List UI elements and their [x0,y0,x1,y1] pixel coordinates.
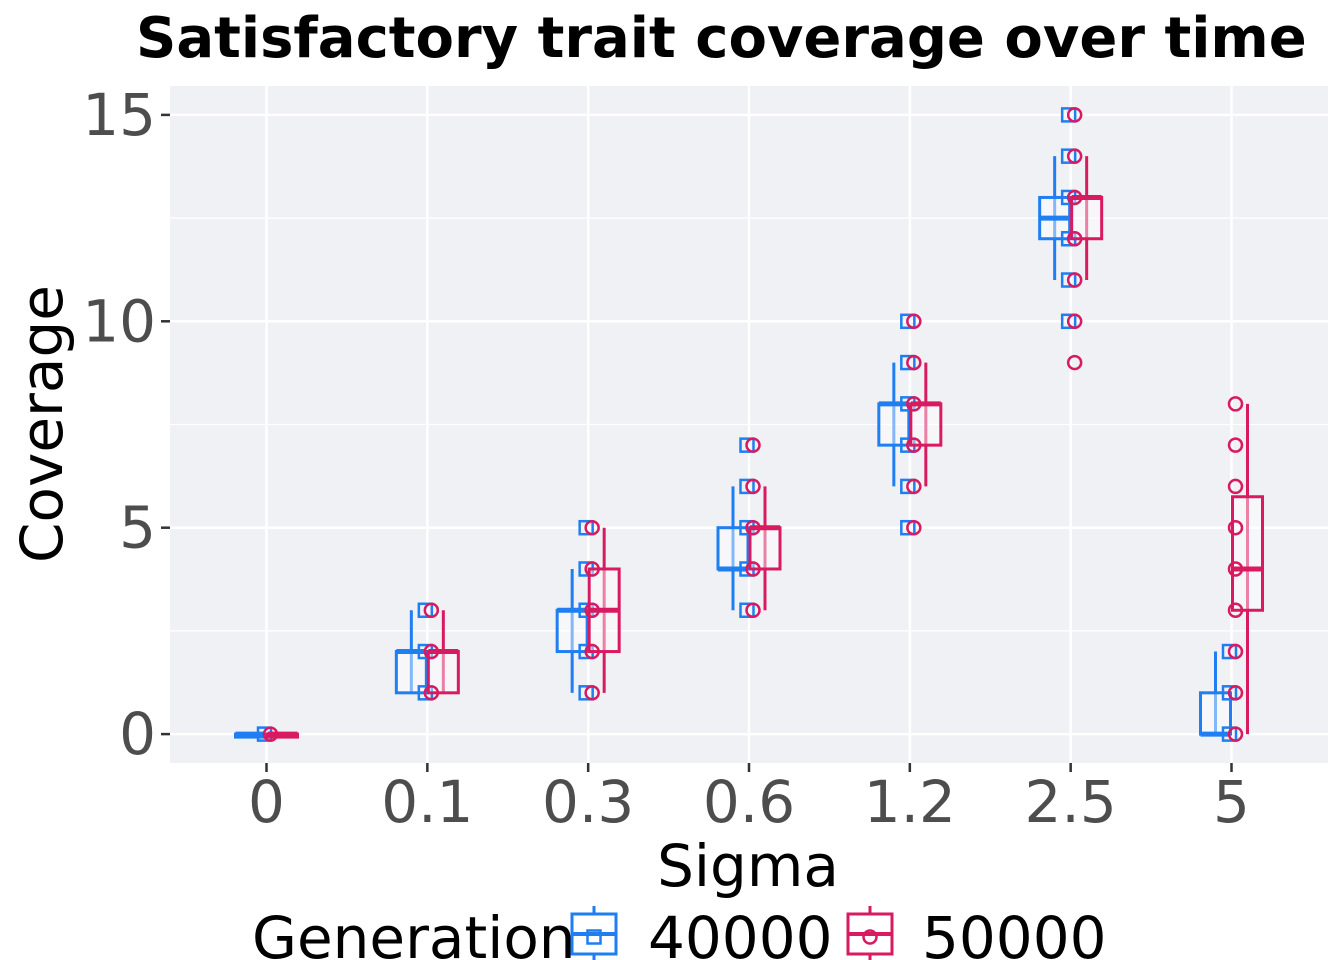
data-point [745,478,761,495]
data-point [1066,230,1083,247]
y-tick-label: 10 [82,287,156,355]
legend-key-marker [586,929,602,945]
box-40000-0.6 [716,437,755,619]
data-point [1227,561,1244,577]
data-point [745,561,761,577]
data-point [578,685,594,701]
y-tick-label: 5 [119,494,156,562]
box-50000-1.2 [906,313,943,536]
box-50000-0.3 [584,519,621,701]
x-tick-label: 0.1 [381,768,473,836]
chart-title: Satisfactory trait coverage over time [136,6,1307,71]
data-point [745,519,761,536]
legend: Generation 40000 50000 [252,904,1107,960]
data-point [1060,107,1077,123]
data-point [584,519,600,536]
data-point [739,478,755,495]
data-point [262,726,279,742]
data-point [1227,685,1244,701]
box-50000-0 [262,726,299,742]
x-tick-label: 0 [248,768,285,836]
legend-key-marker [862,929,878,945]
data-point [900,354,916,371]
legend-key-40000 [570,906,618,960]
data-point [1066,354,1083,371]
data-point [906,313,922,330]
y-axis: 0 5 10 15 [82,81,170,768]
data-point [1221,643,1238,660]
data-point [900,478,916,495]
series-40000 [234,107,1238,742]
box-40000-0.1 [394,602,434,701]
data-point [900,313,916,330]
box [1231,495,1264,612]
legend-title: Generation [252,904,576,960]
box-40000-5 [1199,643,1238,742]
data-point [1227,396,1244,412]
data-point [1060,313,1077,330]
data-point [900,519,916,536]
box-50000-0.1 [423,602,460,701]
data-point [906,437,922,453]
x-tick-label: 0.6 [703,768,795,836]
data-point [1066,107,1083,123]
data-point [1060,148,1077,164]
data-point [1227,519,1244,536]
y-axis-title: Coverage [8,285,76,563]
data-point [739,602,755,619]
x-axis-title: Sigma [657,832,839,900]
box-50000-2.5 [1066,107,1104,371]
series-50000 [262,107,1264,742]
box-40000-1.2 [877,313,916,536]
x-tick-label: 0.3 [542,768,634,836]
data-point [1227,602,1244,619]
x-tick-label: 5 [1213,768,1250,836]
data-point [584,643,600,660]
x-tick-label: 1.2 [864,768,956,836]
legend-key-50000 [846,906,894,960]
data-point [739,437,755,453]
data-point [906,354,922,371]
data-point [1227,643,1244,660]
data-point [1221,726,1238,742]
data-point [1221,685,1238,701]
data-point [1227,478,1244,495]
data-point [906,396,922,412]
x-tick-label: 2.5 [1025,768,1117,836]
data-point [1066,272,1083,288]
data-point [423,602,440,619]
data-point [745,602,761,619]
y-tick-label: 15 [82,81,156,149]
data-point [1066,148,1083,164]
data-point [584,685,600,701]
box-50000-5 [1227,396,1264,742]
data-point [906,519,922,536]
legend-label-40000: 40000 [648,904,833,960]
data-point [584,561,600,577]
box-50000-0.6 [745,437,782,619]
data-point [1066,313,1083,330]
data-point [1227,726,1244,742]
data-point [745,437,761,453]
data-point [906,478,922,495]
data-point [423,643,440,660]
data-point [578,519,594,536]
data-point [1060,272,1077,288]
y-tick-label: 0 [119,700,156,768]
data-point [417,602,434,619]
legend-label-50000: 50000 [922,904,1107,960]
data-point [423,685,440,701]
data-point [584,602,600,619]
x-axis: 0 0.1 0.3 0.6 1.2 2.5 5 [248,763,1250,836]
boxes [234,107,1264,742]
box-40000-2.5 [1038,107,1077,330]
data-point [1227,437,1244,453]
data-point [1066,189,1083,206]
